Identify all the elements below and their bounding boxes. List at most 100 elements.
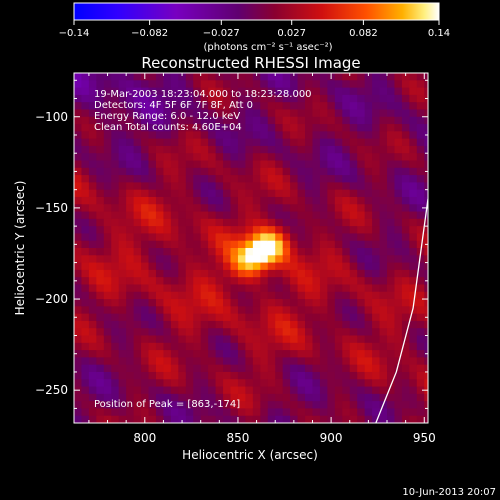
- heatmap-cell: [319, 116, 328, 125]
- heatmap-cell: [155, 109, 165, 118]
- heatmap-cell: [305, 182, 314, 191]
- heatmap-cell: [334, 182, 343, 191]
- heatmap-cell: [319, 182, 328, 191]
- heatmap-cell: [133, 196, 142, 205]
- heatmap-cell: [133, 204, 142, 213]
- heatmap-cell: [342, 386, 351, 395]
- heatmap-cell: [364, 393, 373, 402]
- heatmap-cell: [305, 167, 314, 176]
- heatmap-cell: [118, 196, 127, 205]
- heatmap-cell: [103, 73, 112, 81]
- heatmap-cell: [372, 124, 381, 132]
- heatmap-cell: [394, 328, 403, 337]
- heatmap-cell: [327, 342, 336, 351]
- heatmap-cell: [163, 240, 172, 249]
- heatmap-cell: [230, 291, 239, 300]
- heatmap-cell: [394, 153, 403, 162]
- heatmap-cell: [230, 211, 239, 220]
- heatmap-cell: [290, 73, 299, 81]
- heatmap-cell: [297, 342, 306, 351]
- heatmap-cell: [200, 109, 209, 118]
- heatmap-cell: [141, 262, 150, 271]
- heatmap-cell: [327, 408, 336, 417]
- heatmap-cell: [148, 269, 157, 278]
- heatmap-cell: [74, 109, 83, 118]
- heatmap-cell: [357, 211, 366, 220]
- heatmap-cell: [133, 386, 142, 395]
- heatmap-cell: [230, 87, 239, 96]
- heatmap-cell: [141, 167, 150, 176]
- heatmap-cell: [394, 160, 403, 169]
- heatmap-cell: [163, 248, 172, 256]
- heatmap-cell: [170, 189, 179, 198]
- heatmap-cell: [133, 328, 142, 337]
- heatmap-cell: [282, 335, 291, 344]
- heatmap-cell: [379, 204, 388, 213]
- heatmap-cell: [141, 204, 150, 213]
- heatmap-cell: [178, 138, 187, 147]
- heatmap-cell: [364, 196, 373, 205]
- heatmap-cell: [118, 364, 127, 373]
- heatmap-cell: [200, 335, 209, 344]
- heatmap-cell: [424, 379, 428, 388]
- heatmap-cell: [379, 357, 388, 366]
- heatmap-cell: [416, 240, 425, 249]
- heatmap-cell: [349, 102, 358, 111]
- heatmap-cell: [349, 306, 358, 315]
- heatmap-cell: [230, 357, 239, 366]
- heatmap-cell: [215, 401, 224, 410]
- heatmap-cell: [193, 328, 202, 337]
- heatmap-cell: [290, 269, 299, 278]
- heatmap-cell: [282, 204, 291, 213]
- heatmap-cell: [409, 182, 418, 191]
- heatmap-cell: [141, 306, 150, 315]
- heatmap-cell: [349, 124, 358, 132]
- heatmap-cell: [267, 248, 276, 256]
- heatmap-cell: [379, 160, 388, 169]
- heatmap-cell: [282, 262, 291, 271]
- heatmap-cell: [223, 248, 232, 256]
- heatmap-cell: [252, 80, 261, 89]
- heatmap-cell: [193, 313, 202, 322]
- heatmap-cell: [357, 73, 366, 81]
- heatmap-cell: [178, 233, 187, 242]
- heatmap-cell: [416, 357, 425, 366]
- heatmap-cell: [74, 138, 83, 147]
- heatmap-cell: [215, 102, 224, 111]
- heatmap-cell: [126, 145, 135, 154]
- heatmap-cell: [141, 269, 150, 278]
- heatmap-cell: [185, 189, 194, 198]
- heatmap-cell: [334, 277, 343, 286]
- heatmap-cell: [327, 167, 336, 176]
- heatmap-cell: [290, 255, 299, 264]
- heatmap-cell: [223, 182, 232, 191]
- heatmap-cell: [126, 364, 135, 373]
- heatmap-cell: [170, 255, 179, 264]
- heatmap-cell: [200, 196, 209, 205]
- heatmap-cell: [88, 204, 97, 213]
- heatmap-cell: [88, 306, 97, 315]
- heatmap-cell: [349, 393, 358, 402]
- heatmap-cell: [252, 167, 261, 176]
- heatmap-cell: [342, 240, 351, 249]
- heatmap-cell: [148, 87, 157, 96]
- heatmap-cell: [394, 145, 403, 154]
- heatmap-cell: [74, 350, 83, 358]
- heatmap-cell: [148, 73, 157, 81]
- heatmap-cell: [223, 160, 232, 169]
- heatmap-cell: [409, 226, 418, 235]
- heatmap-cell: [74, 408, 83, 417]
- heatmap-cell: [141, 102, 150, 111]
- heatmap-cell: [155, 313, 165, 322]
- heatmap-cell: [394, 138, 403, 147]
- heatmap-cell: [349, 94, 358, 103]
- heatmap-cell: [223, 218, 232, 227]
- heatmap-cell: [424, 393, 428, 402]
- heatmap-cell: [357, 262, 366, 271]
- heatmap-cell: [96, 211, 105, 220]
- heatmap-cell: [126, 248, 135, 256]
- heatmap-cell: [394, 415, 403, 423]
- heatmap-cell: [185, 313, 194, 322]
- heatmap-cell: [103, 335, 112, 344]
- heatmap-cell: [126, 87, 135, 96]
